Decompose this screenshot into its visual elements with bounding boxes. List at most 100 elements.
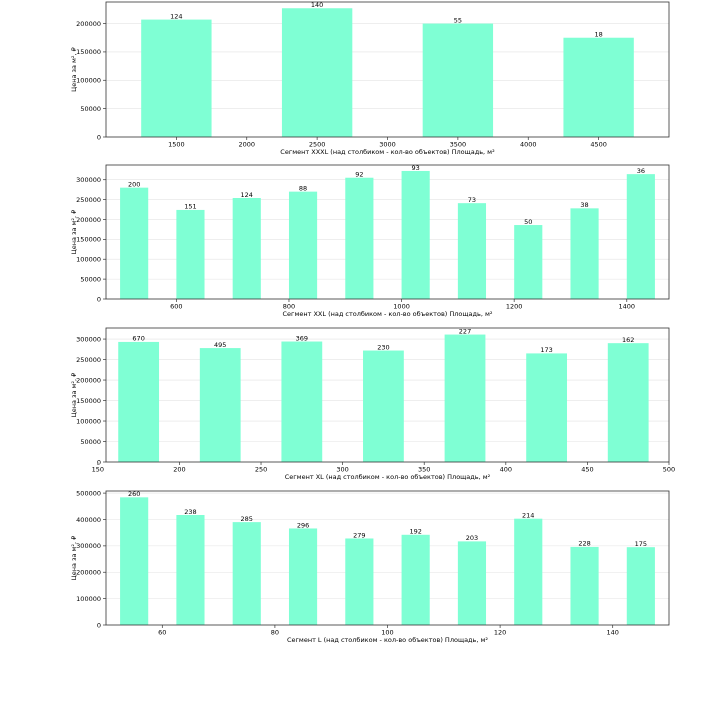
x-tick-label: 2500 [309, 141, 326, 149]
y-axis-label: Цена за м², ₽ [70, 47, 78, 92]
y-tick-label: 50000 [80, 105, 101, 113]
bar-count-label: 73 [468, 196, 476, 204]
y-tick-label: 50000 [80, 438, 101, 446]
bar [232, 522, 261, 625]
x-tick-label: 120 [494, 629, 506, 637]
bar-count-label: 92 [355, 171, 363, 179]
bar-count-label: 296 [297, 521, 309, 529]
bar-count-label: 228 [578, 540, 590, 548]
bar [199, 348, 241, 462]
y-tick-label: 200000 [76, 20, 101, 28]
y-tick-label: 150000 [76, 397, 101, 405]
y-tick-label: 100000 [76, 77, 101, 85]
bar-count-label: 200 [128, 180, 140, 188]
x-tick-label: 100 [381, 629, 393, 637]
x-tick-label: 4500 [590, 141, 607, 149]
bar-count-label: 192 [409, 528, 421, 536]
y-tick-label: 100000 [76, 256, 101, 264]
x-tick-label: 140 [606, 629, 618, 637]
y-axis-label: Цена за м², ₽ [70, 536, 78, 581]
bar [281, 8, 353, 137]
bar [141, 19, 212, 138]
x-tick-label: 300 [336, 466, 348, 474]
bar-count-label: 124 [170, 12, 182, 20]
chart-panel-4: 0 100000 200000 300000 400000 500000 260 238 285… [70, 489, 670, 644]
bar [514, 518, 543, 625]
x-tick-label: 150 [92, 466, 104, 474]
y-tick-label: 200000 [76, 376, 101, 384]
x-tick-label: 450 [581, 466, 593, 474]
bar-count-label: 670 [132, 335, 144, 343]
bar [232, 198, 261, 299]
x-tick-label: 3500 [450, 141, 467, 149]
bar [570, 208, 599, 299]
x-tick-label: 1400 [619, 303, 636, 311]
chart-panel-2: 0 50000 100000 150000 200000 250000 300000 200 1… [70, 164, 670, 318]
bar [457, 541, 487, 625]
bar [626, 547, 655, 625]
bar [345, 177, 374, 299]
x-tick-label: 60 [158, 629, 166, 637]
y-tick-label: 400000 [76, 516, 101, 524]
y-tick-label: 100000 [76, 417, 101, 425]
x-tick-label: 400 [500, 466, 512, 474]
x-tick-label: 4000 [520, 141, 537, 149]
plot-frame [105, 327, 670, 463]
bar [281, 341, 323, 462]
bar-count-label: 50 [524, 218, 532, 226]
bar-count-label: 203 [466, 534, 478, 542]
bar [288, 528, 318, 625]
bar [570, 546, 599, 625]
x-tick-label: 2000 [238, 141, 255, 149]
y-tick-label: 50000 [80, 275, 101, 283]
bar-count-label: 162 [622, 336, 634, 344]
bar-count-label: 238 [184, 508, 196, 516]
x-tick-label: 200 [173, 466, 185, 474]
y-tick-label: 300000 [76, 335, 101, 343]
y-tick-label: 200000 [76, 569, 101, 577]
y-tick-label: 0 [97, 295, 101, 303]
bar-count-label: 175 [635, 540, 647, 548]
y-axis-label: Цена за м², ₽ [70, 373, 78, 418]
bar-count-label: 124 [241, 191, 253, 199]
y-tick-label: 250000 [76, 356, 101, 364]
bar [444, 334, 486, 462]
bar-count-label: 173 [540, 346, 552, 354]
bar-count-label: 260 [128, 490, 140, 498]
bar [176, 209, 205, 299]
bar [120, 187, 149, 299]
bar-count-label: 36 [637, 167, 645, 175]
x-tick-label: 250 [255, 466, 267, 474]
bar [514, 225, 543, 299]
y-axis-label: Цена за м², ₽ [70, 210, 78, 255]
bar [526, 353, 568, 462]
bar [363, 350, 404, 462]
x-axis-label: Сегмент XXXL (над столбиком - кол-во объ… [280, 148, 495, 156]
bar [401, 534, 430, 625]
x-axis-label: Сегмент L (над столбиком - кол-во объект… [287, 636, 488, 644]
bar-count-label: 18 [594, 31, 602, 39]
y-tick-label: 150000 [76, 236, 101, 244]
bar [607, 343, 649, 462]
bar-count-label: 227 [459, 327, 471, 335]
bar [563, 37, 634, 138]
bar-count-label: 285 [241, 515, 253, 523]
y-tick-label: 0 [97, 133, 101, 141]
bar [457, 203, 487, 299]
bar [345, 538, 374, 625]
bar [422, 23, 494, 137]
bar [176, 515, 205, 625]
bar-count-label: 279 [353, 531, 365, 539]
bar-count-label: 214 [522, 511, 534, 519]
x-tick-label: 350 [418, 466, 430, 474]
bar-count-label: 38 [580, 201, 588, 209]
x-tick-label: 800 [283, 303, 295, 311]
bar-count-label: 495 [214, 341, 226, 349]
x-axis-label: Сегмент XL (над столбиком - кол-во объек… [285, 473, 491, 481]
bar-count-label: 140 [311, 1, 323, 9]
bar [118, 341, 160, 462]
bar-count-label: 151 [184, 203, 196, 211]
bar-count-label: 230 [377, 343, 389, 351]
x-tick-label: 600 [170, 303, 182, 311]
x-tick-label: 3000 [379, 141, 396, 149]
